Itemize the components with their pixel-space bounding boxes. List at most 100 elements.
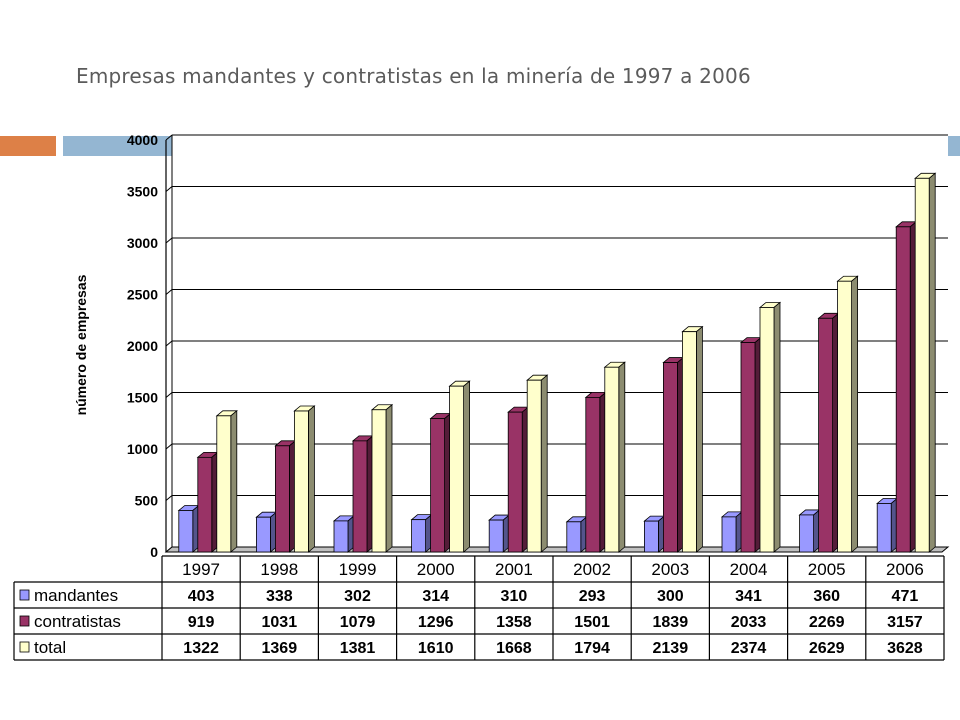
bar-contratistas-2005 xyxy=(817,312,840,553)
table-value: 1322 xyxy=(183,640,219,657)
table-value: 338 xyxy=(266,588,293,605)
bar-mandantes-1998 xyxy=(255,511,278,553)
table-value: 3628 xyxy=(887,640,923,657)
table-value: 1668 xyxy=(496,640,532,657)
table-value: 293 xyxy=(579,588,606,605)
table-value: 919 xyxy=(188,614,215,631)
table-value: 1369 xyxy=(262,640,298,657)
table-value: 1381 xyxy=(340,640,376,657)
bar-total-2000 xyxy=(448,380,471,553)
table-value: 3157 xyxy=(887,614,923,631)
bar-total-2005 xyxy=(836,275,859,553)
x-tick-label: 1997 xyxy=(182,560,220,579)
bar-total-1997 xyxy=(215,409,238,553)
table-value: 1079 xyxy=(340,614,376,631)
bar-contratistas-1998 xyxy=(274,439,297,553)
y-tick-label: 4000 xyxy=(127,132,158,148)
table-value: 300 xyxy=(657,588,684,605)
bar-total-2003 xyxy=(681,325,704,553)
bar-mandantes-1997 xyxy=(177,504,200,553)
table-value: 471 xyxy=(892,588,919,605)
y-axis-label: número de empresas xyxy=(73,274,89,415)
legend-swatch xyxy=(19,615,30,627)
bar-total-1999 xyxy=(370,403,394,553)
table-value: 341 xyxy=(735,588,762,605)
bar-mandantes-2001 xyxy=(488,514,511,553)
x-tick-label: 2003 xyxy=(651,560,689,579)
table-value: 1839 xyxy=(653,614,689,631)
gridline-diagonal xyxy=(165,289,173,295)
slide-title: Empresas mandantes y contratistas en la … xyxy=(76,64,751,88)
legend-total: total xyxy=(19,638,66,657)
table-value: 1501 xyxy=(574,614,610,631)
table-value: 310 xyxy=(501,588,528,605)
x-tick-label: 1998 xyxy=(260,560,298,579)
x-tick-label: 2004 xyxy=(730,560,768,579)
y-tick-label: 0 xyxy=(150,544,158,560)
table-value: 2629 xyxy=(809,640,845,657)
x-tick-label: 2001 xyxy=(495,560,533,579)
y-tick-label: 1500 xyxy=(127,390,158,406)
table-value: 1794 xyxy=(574,640,610,657)
bar-total-2006 xyxy=(914,172,937,553)
x-tick-label: 2006 xyxy=(886,560,924,579)
bar-contratistas-2006 xyxy=(895,220,918,553)
table-value: 314 xyxy=(422,588,449,605)
table-value: 2374 xyxy=(731,640,767,657)
x-tick-label: 2000 xyxy=(417,560,455,579)
bar-mandantes-2006 xyxy=(876,497,899,553)
y-tick-label: 500 xyxy=(135,493,159,509)
legend-swatch xyxy=(19,589,30,601)
bar-contratistas-1999 xyxy=(351,435,375,553)
bar-total-2001 xyxy=(526,374,549,553)
x-tick-label: 2005 xyxy=(808,560,846,579)
bar-contratistas-2000 xyxy=(429,412,452,553)
gridline-diagonal xyxy=(165,134,173,141)
gridline-diagonal xyxy=(165,392,173,398)
gridline-diagonal xyxy=(165,186,173,192)
gridline-diagonal xyxy=(165,495,173,501)
bar-total-1998 xyxy=(293,405,316,553)
table-value: 1358 xyxy=(496,614,532,631)
bar-mandantes-2005 xyxy=(798,509,821,553)
legend-label: contratistas xyxy=(34,612,121,631)
y-tick-label: 2000 xyxy=(127,338,158,354)
bar-mandantes-2003 xyxy=(643,515,666,553)
y-tick-label: 3000 xyxy=(127,235,158,251)
table-value: 1296 xyxy=(418,614,454,631)
table-value: 1031 xyxy=(262,614,298,631)
y-tick-label: 3500 xyxy=(127,184,158,200)
bar-contratistas-2001 xyxy=(507,406,530,553)
gridline-diagonal xyxy=(165,340,173,347)
bar-contratistas-1997 xyxy=(196,451,219,553)
accent-bar-orange xyxy=(0,136,56,156)
y-tick-label: 2500 xyxy=(127,287,158,303)
bar-mandantes-2000 xyxy=(410,513,433,553)
y-tick-label: 1000 xyxy=(127,441,158,457)
table-value: 302 xyxy=(344,588,371,605)
bar-total-2004 xyxy=(758,301,782,553)
bar-contratistas-2002 xyxy=(584,391,607,553)
table-value: 360 xyxy=(813,588,840,605)
bar-mandantes-2002 xyxy=(565,515,588,553)
bar-mandantes-2004 xyxy=(720,511,744,553)
table-value: 403 xyxy=(188,588,215,605)
x-tick-label: 2002 xyxy=(573,560,611,579)
legend-label: mandantes xyxy=(34,586,118,605)
legend-contratistas: contratistas xyxy=(19,612,121,631)
data-table: 1997 1998 1999 2000 2001 2002 2003 2004 2005 2006… xyxy=(13,555,945,661)
table-value: 2139 xyxy=(653,640,689,657)
legend-swatch xyxy=(19,641,30,653)
bars xyxy=(177,172,937,553)
gridline-diagonal xyxy=(165,443,173,450)
bar-total-2002 xyxy=(603,361,626,553)
table-value: 1610 xyxy=(418,640,454,657)
table-value: 2033 xyxy=(731,614,767,631)
legend-mandantes: mandantes xyxy=(19,586,118,605)
gridline-diagonal xyxy=(165,237,173,244)
bar-contratistas-2003 xyxy=(662,356,685,553)
table-value: 2269 xyxy=(809,614,845,631)
x-tick-label: 1999 xyxy=(339,560,377,579)
bar-contratistas-2004 xyxy=(739,336,763,553)
